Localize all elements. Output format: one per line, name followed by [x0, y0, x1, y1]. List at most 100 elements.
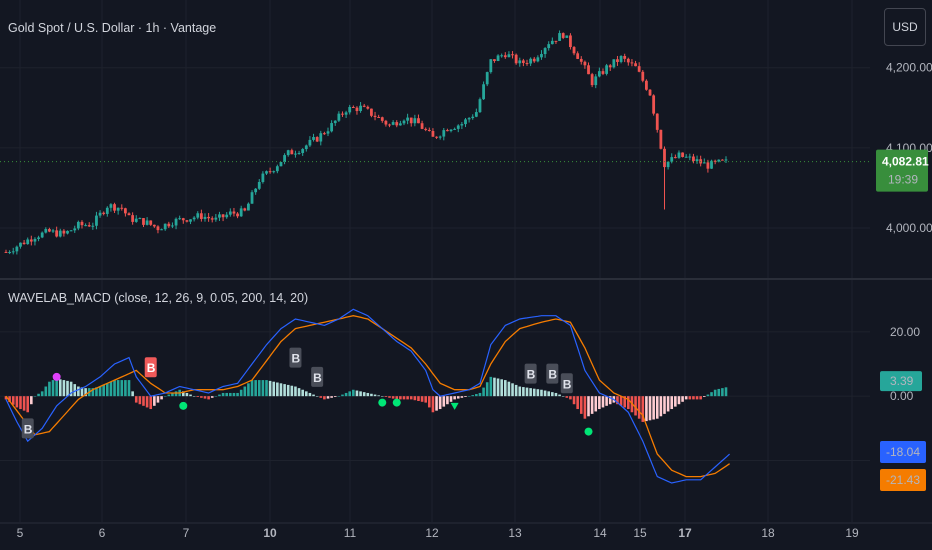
candle-body [659, 129, 663, 149]
candle-body [489, 59, 493, 73]
buy-label-box [560, 373, 573, 394]
candle-body [641, 71, 645, 81]
candle-body [474, 112, 478, 117]
macd-value: -18.04 [886, 445, 920, 459]
candle-body [536, 57, 540, 62]
candle-body [33, 238, 37, 242]
histogram-bar [290, 385, 294, 397]
signal-dot [179, 401, 188, 410]
histogram-bar [724, 387, 728, 397]
macd-pane[interactable]: BBB B BBB [4, 308, 730, 484]
candle-body [655, 113, 659, 130]
candle-body [467, 118, 471, 120]
histogram-bar [308, 392, 312, 397]
candle-body [623, 55, 627, 59]
candle-body [456, 125, 460, 129]
candle-body [511, 54, 514, 56]
candle-body [134, 218, 138, 222]
histogram-bar [254, 380, 257, 397]
histogram-bar [453, 396, 456, 400]
histogram-bar [388, 396, 391, 398]
candle-body [283, 155, 286, 162]
histogram-bar [438, 396, 442, 410]
candle-body [138, 218, 142, 220]
candle-body [471, 116, 475, 119]
time-tick-label: 10 [263, 526, 277, 540]
histogram-bar [391, 396, 395, 399]
histogram-bar [496, 378, 500, 397]
candle-body [341, 113, 344, 115]
candle-body [174, 218, 178, 226]
candle-body [348, 107, 352, 113]
candle-body [199, 213, 203, 219]
histogram-bar [312, 394, 315, 397]
pane-separator[interactable] [0, 278, 932, 524]
candle-body [431, 130, 435, 137]
candle-body [152, 224, 156, 227]
candle-body [145, 220, 149, 225]
histogram-bar [503, 380, 507, 397]
buy-label-box [546, 363, 559, 384]
histogram-bar [529, 388, 532, 397]
histogram-value: 3.39 [890, 374, 914, 388]
time-tick-label: 13 [508, 526, 522, 540]
histogram-bar [507, 381, 511, 397]
candle-body [402, 120, 406, 124]
candle-body [55, 230, 59, 237]
histogram-bar [551, 392, 554, 397]
histogram-bar [666, 396, 670, 412]
histogram-bar [583, 396, 587, 419]
candle-body [40, 232, 44, 238]
histogram-bar [120, 380, 124, 397]
histogram-bar [710, 392, 713, 397]
histogram-bar [44, 386, 48, 397]
candle-body [214, 217, 218, 220]
histogram-bar [138, 396, 142, 405]
candle-body [464, 119, 467, 125]
histogram-bar [4, 396, 8, 400]
candle-body [261, 173, 265, 183]
price-axis[interactable]: 4,200.004,100.004,000.004,082.8119:3920.… [876, 61, 932, 491]
currency-button[interactable]: USD [884, 8, 926, 46]
candle-body [236, 213, 239, 217]
histogram-bar [377, 395, 380, 397]
histogram-bar [239, 389, 243, 397]
histogram-bar [428, 396, 431, 408]
price-pane[interactable] [0, 30, 870, 255]
histogram-bar [442, 396, 446, 407]
histogram-bar [435, 396, 438, 411]
histogram-bar [409, 396, 413, 400]
candle-body [15, 246, 19, 252]
histogram-bar [330, 396, 333, 398]
candle-body [518, 60, 522, 64]
candle-body [420, 123, 424, 129]
time-tick-label: 15 [633, 526, 647, 540]
candle-body [116, 207, 120, 211]
candle-body [221, 214, 225, 218]
candle-body [355, 107, 359, 112]
candle-body [275, 166, 279, 172]
histogram-bar [431, 396, 435, 413]
candle-body [384, 120, 388, 125]
histogram-bar [623, 396, 626, 408]
histogram-bar [608, 396, 612, 405]
histogram-bar [232, 392, 236, 397]
candle-body [351, 107, 355, 109]
candle-body [120, 207, 124, 209]
time-tick-label: 14 [593, 526, 607, 540]
histogram-bar [485, 382, 489, 397]
histogram-bar [684, 396, 688, 400]
histogram-bar [399, 396, 402, 400]
histogram-bar [652, 396, 655, 420]
histogram-bar [482, 387, 485, 397]
candle-body [706, 162, 710, 169]
candle-body [630, 62, 634, 64]
candle-body [109, 204, 113, 208]
time-axis[interactable]: 5 6 7 10 11 12 13 14 15 17 18 19 [17, 526, 859, 540]
candle-body [344, 112, 348, 115]
histogram-bar [127, 380, 131, 397]
symbol-title[interactable]: Gold Spot / U.S. Dollar · 1h · Vantage [8, 21, 216, 35]
histogram-bar [11, 396, 15, 405]
indicator-title[interactable]: WAVELAB_MACD (close, 12, 26, 9, 0.05, 20… [8, 291, 308, 305]
